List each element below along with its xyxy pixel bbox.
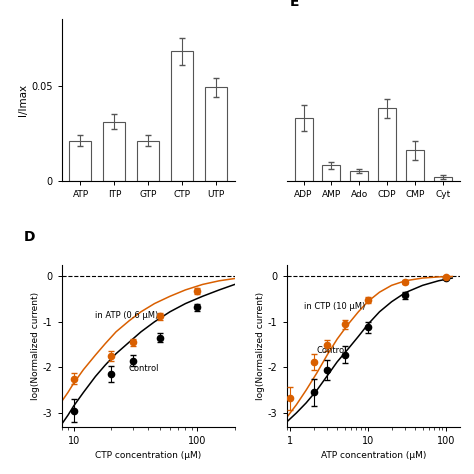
Bar <box>205 88 227 181</box>
Bar <box>70 141 91 181</box>
Bar <box>103 122 125 181</box>
Text: in ATP (0.6 μM): in ATP (0.6 μM) <box>95 311 159 320</box>
Bar <box>322 165 340 181</box>
Y-axis label: log(Normalized current): log(Normalized current) <box>31 292 40 400</box>
Y-axis label: I/Imax: I/Imax <box>18 84 28 116</box>
Text: D: D <box>24 229 35 244</box>
Bar <box>378 109 396 181</box>
Text: Control: Control <box>129 364 159 373</box>
Bar <box>406 150 424 181</box>
Text: in CTP (10 μM): in CTP (10 μM) <box>304 302 365 311</box>
Text: Control: Control <box>317 346 347 355</box>
Bar <box>294 118 313 181</box>
Text: E: E <box>290 0 300 9</box>
Y-axis label: log(Normalized current): log(Normalized current) <box>256 292 265 400</box>
Bar <box>434 177 452 181</box>
Bar <box>171 51 193 181</box>
X-axis label: ATP concentration (μM): ATP concentration (μM) <box>320 451 426 460</box>
Bar <box>350 171 368 181</box>
Bar <box>137 141 159 181</box>
X-axis label: CTP concentration (μM): CTP concentration (μM) <box>95 451 201 460</box>
